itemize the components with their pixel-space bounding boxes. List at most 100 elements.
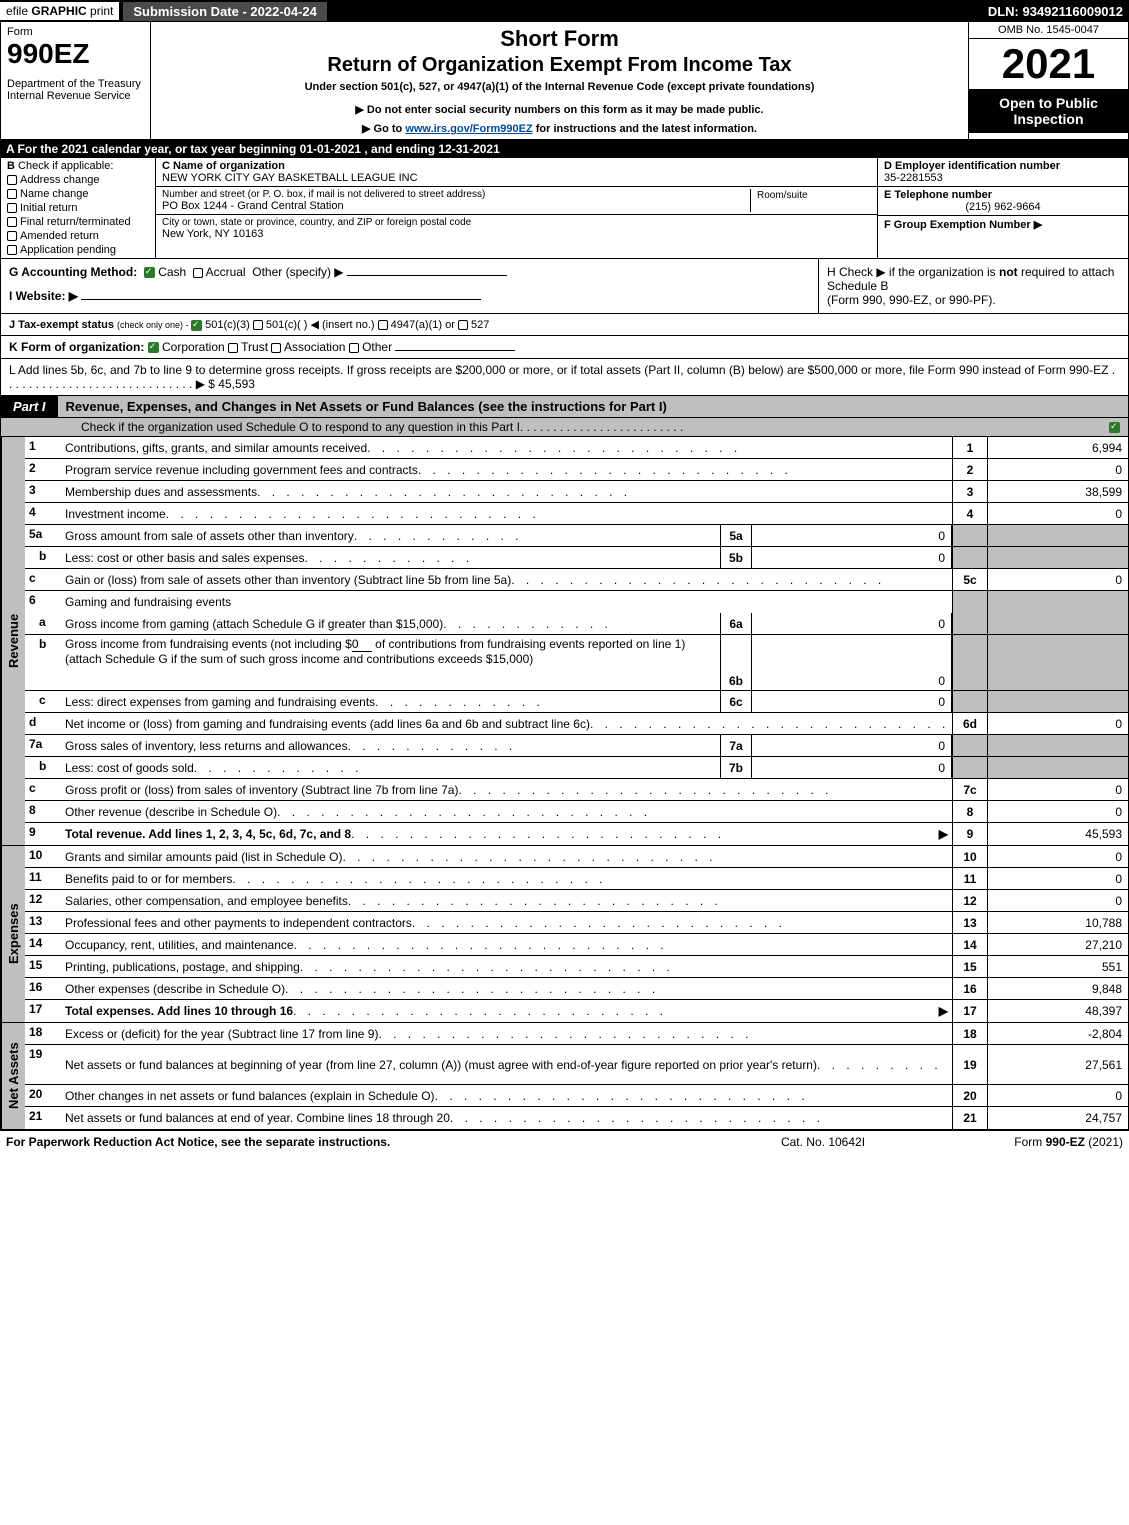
- group-exemption-row: F Group Exemption Number ▶: [878, 216, 1128, 233]
- g-label: G Accounting Method:: [9, 265, 137, 279]
- efile-print[interactable]: print: [90, 4, 113, 18]
- efile-label[interactable]: efile GRAPHIC print: [0, 2, 119, 20]
- chk-name-change[interactable]: Name change: [7, 188, 149, 200]
- checkbox-501c3-icon[interactable]: [191, 320, 202, 331]
- inner-num: 6c: [720, 691, 752, 712]
- inner-num: 6b: [720, 635, 752, 690]
- checkbox-accrual-icon[interactable]: [193, 268, 203, 278]
- line-number: 11: [25, 868, 61, 889]
- chk-final-return[interactable]: Final return/terminated: [7, 216, 149, 228]
- street-label: Number and street (or P. O. box, if mail…: [162, 189, 744, 200]
- line-row: 11 Benefits paid to or for members . . .…: [25, 868, 1128, 890]
- chk-label: Initial return: [20, 202, 77, 214]
- line-desc: Professional fees and other payments to …: [61, 912, 952, 933]
- footer-form-ref: Form 990-EZ (2021): [923, 1135, 1123, 1149]
- checkbox-501c-icon[interactable]: [253, 320, 263, 330]
- other-specify-input[interactable]: [347, 275, 507, 276]
- line-right-num: 16: [952, 978, 988, 999]
- h-prefix: H Check ▶: [827, 265, 889, 279]
- line-right-num: 5c: [952, 569, 988, 590]
- form-number: 990EZ: [7, 38, 144, 70]
- line-right-val: [988, 735, 1128, 756]
- line-desc: Gross income from gaming (attach Schedul…: [61, 613, 720, 634]
- org-name-value: NEW YORK CITY GAY BASKETBALL LEAGUE INC: [162, 172, 418, 184]
- row-j-tax-exempt: J Tax-exempt status (check only one) - 5…: [0, 314, 1129, 336]
- phone-value: (215) 962-9664: [884, 201, 1122, 213]
- checkbox-icon[interactable]: [7, 231, 17, 241]
- chk-application-pending[interactable]: Application pending: [7, 244, 149, 256]
- line-right-val: 0: [988, 890, 1128, 911]
- line-number: 4: [25, 503, 61, 524]
- line-right-num: 21: [952, 1107, 988, 1129]
- line-number: 6: [25, 591, 61, 613]
- line-row: b Less: cost of goods sold . . . . . . .…: [25, 757, 1128, 779]
- checkbox-trust-icon[interactable]: [228, 343, 238, 353]
- line-right-val: 551: [988, 956, 1128, 977]
- line-row: 9 Total revenue. Add lines 1, 2, 3, 4, 5…: [25, 823, 1128, 845]
- part1-check[interactable]: [1100, 420, 1120, 434]
- checkbox-assoc-icon[interactable]: [271, 343, 281, 353]
- room-suite: Room/suite: [751, 189, 871, 212]
- line-number: c: [25, 569, 61, 590]
- line-right-val: [988, 547, 1128, 568]
- line-right-num: [952, 757, 988, 778]
- netassets-lines: 18 Excess or (deficit) for the year (Sub…: [25, 1023, 1128, 1129]
- line-number: 16: [25, 978, 61, 999]
- chk-label: Application pending: [20, 244, 116, 256]
- checkbox-cash-icon[interactable]: [144, 267, 155, 278]
- city-label: City or town, state or province, country…: [162, 217, 871, 228]
- line-desc: Gain or (loss) from sale of assets other…: [61, 569, 952, 590]
- submission-date: Submission Date - 2022-04-24: [123, 2, 327, 21]
- inner-val: 0: [752, 691, 952, 712]
- irs-link[interactable]: www.irs.gov/Form990EZ: [405, 123, 532, 135]
- part1-label: Part I: [1, 396, 58, 417]
- checkbox-icon[interactable]: [7, 245, 17, 255]
- checkbox-icon[interactable]: [7, 217, 17, 227]
- ein-value: 35-2281553: [884, 172, 943, 184]
- checkbox-icon[interactable]: [1109, 422, 1120, 433]
- k-prefix: K Form of organization:: [9, 340, 148, 354]
- line-right-num: [952, 525, 988, 546]
- revenue-side-label: Revenue: [1, 437, 25, 845]
- line-row: 20 Other changes in net assets or fund b…: [25, 1085, 1128, 1107]
- goto-note: ▶ Go to www.irs.gov/Form990EZ for instru…: [159, 122, 960, 135]
- line-row: 5a Gross amount from sale of assets othe…: [25, 525, 1128, 547]
- line-right-val: [988, 635, 1128, 690]
- line-desc: Gross income from fundraising events (no…: [61, 635, 720, 690]
- line-right-val: 10,788: [988, 912, 1128, 933]
- netassets-table: Net Assets 18 Excess or (deficit) for th…: [0, 1023, 1129, 1130]
- checkbox-icon[interactable]: [7, 175, 17, 185]
- checkbox-icon[interactable]: [7, 189, 17, 199]
- line-desc: Total revenue. Add lines 1, 2, 3, 4, 5c,…: [61, 823, 952, 845]
- checkbox-corp-icon[interactable]: [148, 342, 159, 353]
- netassets-side-label: Net Assets: [1, 1023, 25, 1129]
- checkbox-icon[interactable]: [7, 203, 17, 213]
- chk-label: Name change: [20, 188, 89, 200]
- phone-label: E Telephone number: [884, 189, 992, 201]
- checkbox-4947-icon[interactable]: [378, 320, 388, 330]
- inner-val: 0: [752, 757, 952, 778]
- line-right-num: [952, 635, 988, 690]
- line-right-val: 24,757: [988, 1107, 1128, 1129]
- chk-address-change[interactable]: Address change: [7, 174, 149, 186]
- website-input[interactable]: [81, 299, 481, 300]
- line-row: 13 Professional fees and other payments …: [25, 912, 1128, 934]
- line-right-num: 6d: [952, 713, 988, 734]
- line-right-val: -2,804: [988, 1023, 1128, 1044]
- line-row: 1 Contributions, gifts, grants, and simi…: [25, 437, 1128, 459]
- chk-amended-return[interactable]: Amended return: [7, 230, 149, 242]
- k-other-input[interactable]: [395, 350, 515, 351]
- line-row: 7a Gross sales of inventory, less return…: [25, 735, 1128, 757]
- line-row: 6 Gaming and fundraising events: [25, 591, 1128, 613]
- row-k-form-org: K Form of organization: Corporation Trus…: [0, 336, 1129, 359]
- open-to-public: Open to Public Inspection: [969, 89, 1128, 133]
- chk-initial-return[interactable]: Initial return: [7, 202, 149, 214]
- gh-left: G Accounting Method: Cash Accrual Other …: [1, 259, 818, 313]
- checkbox-other-icon[interactable]: [349, 343, 359, 353]
- checkbox-527-icon[interactable]: [458, 320, 468, 330]
- line-right-num: 19: [952, 1045, 988, 1084]
- website-line: I Website: ▶: [9, 289, 810, 303]
- return-title: Return of Organization Exempt From Incom…: [159, 54, 960, 77]
- ssn-warning: ▶ Do not enter social security numbers o…: [159, 103, 960, 116]
- expenses-side-label: Expenses: [1, 846, 25, 1022]
